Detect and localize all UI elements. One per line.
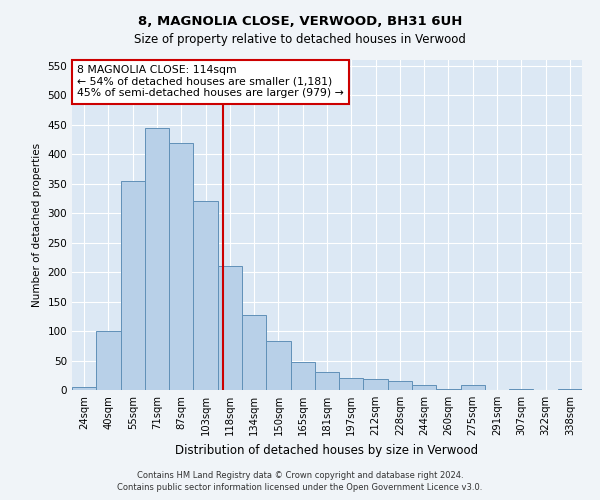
Bar: [266, 341, 290, 390]
Bar: [509, 389, 533, 390]
Bar: [461, 386, 485, 390]
Bar: [315, 372, 339, 390]
Text: 8, MAGNOLIA CLOSE, VERWOOD, BH31 6UH: 8, MAGNOLIA CLOSE, VERWOOD, BH31 6UH: [138, 15, 462, 28]
Bar: [436, 389, 461, 390]
Bar: [218, 266, 242, 390]
Bar: [242, 314, 266, 390]
Bar: [412, 384, 436, 390]
Text: Contains HM Land Registry data © Crown copyright and database right 2024.
Contai: Contains HM Land Registry data © Crown c…: [118, 471, 482, 492]
Bar: [290, 362, 315, 390]
X-axis label: Distribution of detached houses by size in Verwood: Distribution of detached houses by size …: [175, 444, 479, 456]
Bar: [96, 331, 121, 390]
Y-axis label: Number of detached properties: Number of detached properties: [32, 143, 42, 307]
Bar: [145, 128, 169, 390]
Text: Size of property relative to detached houses in Verwood: Size of property relative to detached ho…: [134, 32, 466, 46]
Bar: [388, 380, 412, 390]
Bar: [72, 387, 96, 390]
Bar: [193, 202, 218, 390]
Bar: [339, 378, 364, 390]
Bar: [169, 142, 193, 390]
Text: 8 MAGNOLIA CLOSE: 114sqm
← 54% of detached houses are smaller (1,181)
45% of sem: 8 MAGNOLIA CLOSE: 114sqm ← 54% of detach…: [77, 65, 344, 98]
Bar: [121, 181, 145, 390]
Bar: [364, 380, 388, 390]
